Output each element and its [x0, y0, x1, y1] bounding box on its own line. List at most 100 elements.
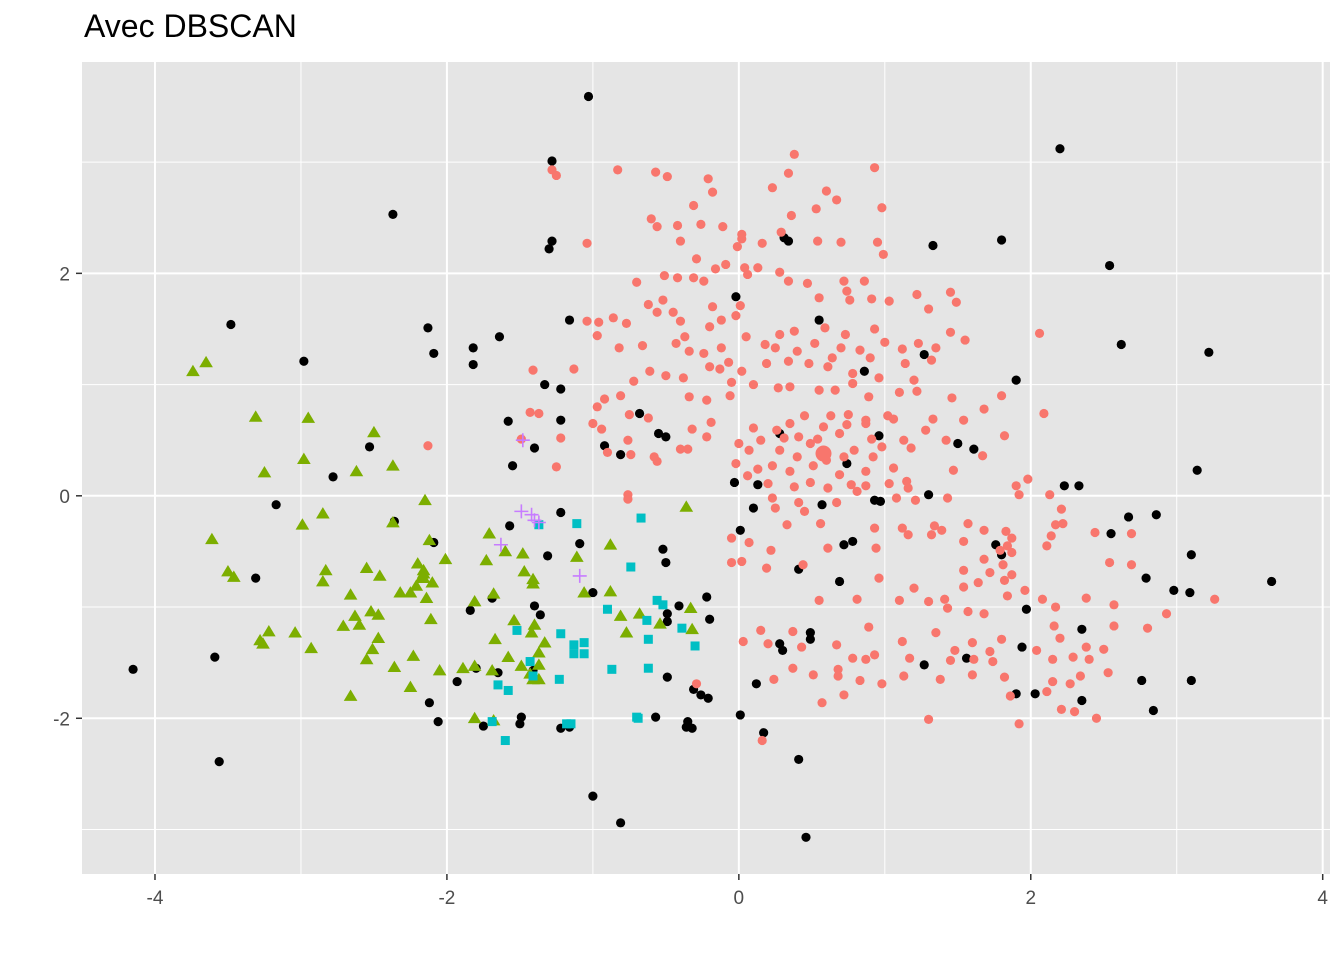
- data-point: [1109, 600, 1119, 610]
- data-point: [804, 358, 814, 369]
- data-point: [1007, 547, 1017, 558]
- data-point: [1034, 328, 1045, 339]
- data-point: [359, 652, 374, 665]
- data-point: [1267, 576, 1277, 587]
- data-point: [556, 415, 566, 425]
- data-point: [251, 573, 261, 583]
- data-point: [877, 679, 887, 689]
- data-point: [840, 329, 850, 340]
- data-point: [500, 736, 510, 746]
- data-point: [799, 506, 810, 516]
- data-point: [547, 165, 557, 175]
- data-point: [945, 655, 956, 666]
- data-point: [848, 378, 858, 389]
- data-point: [623, 494, 633, 504]
- series-3: [487, 513, 700, 746]
- data-point: [775, 445, 785, 455]
- data-point: [529, 443, 540, 453]
- data-point: [1045, 490, 1055, 500]
- data-point: [696, 219, 706, 229]
- x-tick-label: -4: [147, 888, 164, 909]
- data-point: [1126, 560, 1137, 570]
- data-point: [905, 653, 915, 663]
- data-point: [637, 341, 648, 351]
- data-points: [128, 91, 1277, 842]
- data-point: [935, 674, 945, 684]
- data-point: [703, 174, 713, 184]
- data-point: [304, 641, 318, 654]
- data-point: [1042, 541, 1052, 551]
- data-point: [1142, 623, 1153, 633]
- data-point: [1077, 624, 1087, 634]
- data-point: [888, 414, 899, 424]
- data-point: [295, 518, 310, 530]
- data-point: [770, 343, 780, 353]
- data-point: [788, 626, 798, 637]
- data-point: [524, 507, 539, 522]
- data-point: [899, 435, 909, 445]
- data-point: [744, 445, 754, 455]
- data-point: [919, 349, 929, 360]
- data-point: [1081, 642, 1091, 652]
- data-point: [653, 428, 664, 439]
- data-point: [699, 348, 709, 359]
- data-point: [668, 307, 678, 317]
- data-point: [1011, 375, 1021, 385]
- data-point: [493, 680, 503, 690]
- data-point: [979, 554, 989, 564]
- data-point: [969, 654, 979, 664]
- data-point: [789, 326, 799, 336]
- data-point: [1091, 713, 1102, 723]
- data-point: [996, 235, 1007, 245]
- data-point: [629, 376, 639, 386]
- data-point: [1169, 585, 1179, 595]
- data-point: [626, 450, 636, 460]
- data-point: [897, 523, 907, 533]
- data-point: [814, 385, 824, 395]
- data-point: [988, 656, 998, 667]
- data-point: [672, 220, 683, 231]
- data-point: [1014, 719, 1024, 729]
- data-point: [468, 343, 478, 353]
- data-point: [891, 493, 902, 503]
- data-point: [1116, 339, 1126, 350]
- data-point: [547, 156, 557, 166]
- data-point: [931, 628, 941, 638]
- data-point: [662, 171, 672, 182]
- data-point: [817, 500, 827, 510]
- data-point: [1069, 707, 1080, 717]
- data-point: [532, 646, 546, 658]
- data-point: [783, 168, 794, 178]
- data-point: [572, 568, 587, 583]
- data-point: [205, 532, 219, 545]
- data-point: [566, 719, 576, 729]
- data-point: [621, 318, 632, 328]
- data-point: [128, 664, 138, 674]
- data-point: [636, 513, 646, 523]
- x-tick-label: 0: [734, 888, 745, 909]
- data-point: [757, 238, 767, 248]
- data-point: [827, 353, 837, 363]
- data-point: [696, 690, 706, 700]
- data-point: [767, 183, 778, 193]
- data-point: [705, 614, 715, 624]
- data-point: [832, 640, 842, 650]
- data-point: [735, 525, 745, 535]
- data-point: [707, 187, 718, 197]
- data-point: [592, 402, 602, 412]
- data-point: [643, 413, 653, 423]
- data-point: [494, 332, 505, 342]
- data-point: [486, 587, 501, 599]
- data-point: [651, 167, 661, 177]
- data-point: [702, 432, 712, 442]
- data-point: [516, 434, 526, 444]
- data-point: [467, 711, 482, 724]
- data-point: [1068, 652, 1078, 662]
- data-point: [899, 671, 909, 681]
- data-point: [805, 628, 815, 638]
- y-tick-label: -2: [53, 709, 70, 730]
- data-point: [572, 519, 582, 529]
- data-point: [767, 493, 778, 503]
- data-point: [569, 649, 579, 659]
- data-point: [805, 438, 815, 449]
